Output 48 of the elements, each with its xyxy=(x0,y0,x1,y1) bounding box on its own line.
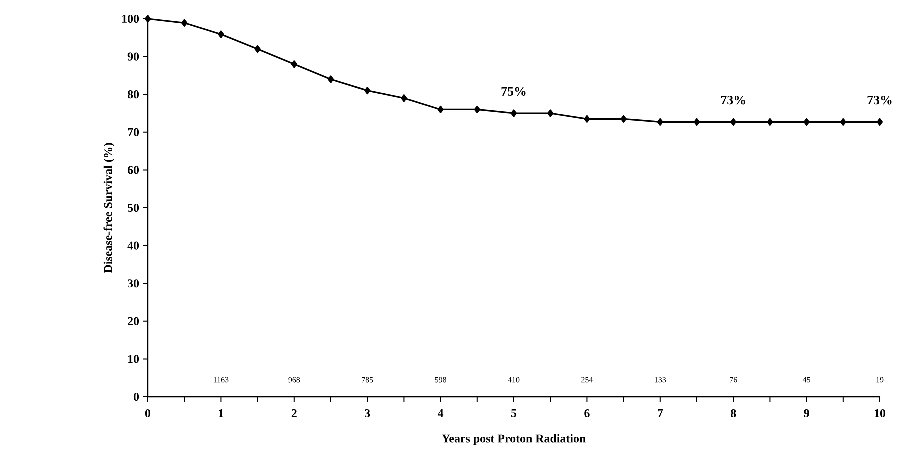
x-tick-label: 10 xyxy=(874,409,886,418)
point xyxy=(657,118,664,126)
x-tick-label: 2 xyxy=(292,409,297,418)
x-tick-label: 0 xyxy=(145,409,151,418)
point xyxy=(364,87,371,95)
y-tick-label: 70 xyxy=(128,128,140,136)
point xyxy=(584,115,590,123)
point xyxy=(548,110,554,118)
point xyxy=(182,19,188,27)
point xyxy=(694,118,700,126)
x-tick-label: 7 xyxy=(658,409,664,418)
y-tick-label: 0 xyxy=(134,392,140,402)
point xyxy=(510,110,518,118)
y-axis-title: Disease-free Survival (%) xyxy=(104,143,115,274)
point xyxy=(876,118,884,126)
y-tick-label: 100 xyxy=(122,14,140,24)
y-tick-label: 90 xyxy=(128,52,140,61)
point xyxy=(401,94,408,102)
y-tick-label: 80 xyxy=(128,90,140,99)
y-tick-label: 20 xyxy=(128,317,140,326)
x-tick-label: 3 xyxy=(365,409,370,418)
point xyxy=(767,118,774,126)
x-tick-label: 6 xyxy=(584,409,590,418)
point xyxy=(620,115,627,123)
point xyxy=(218,30,224,38)
x-tick-label: 4 xyxy=(438,409,444,418)
point xyxy=(144,15,152,23)
y-tick-label: 50 xyxy=(128,204,140,212)
x-tick-label: 9 xyxy=(804,409,810,418)
point xyxy=(804,118,810,126)
x-axis-title: Years post Proton Radiation xyxy=(442,434,586,446)
x-tick-label: 5 xyxy=(512,409,517,418)
y-tick-label: 60 xyxy=(128,166,140,174)
point xyxy=(328,76,334,84)
point xyxy=(730,118,737,126)
point xyxy=(254,45,261,54)
y-tick-label: 40 xyxy=(128,242,140,250)
annotation: 73% xyxy=(868,96,892,105)
x-tick-label: 8 xyxy=(731,409,736,418)
y-tick-label: 30 xyxy=(128,280,140,288)
point xyxy=(438,106,444,114)
x-tick-label: 1 xyxy=(219,409,224,418)
annotation: 73% xyxy=(721,96,746,105)
point xyxy=(291,60,298,68)
point xyxy=(840,118,846,126)
y-tick-label: 10 xyxy=(128,355,140,364)
point xyxy=(474,106,480,114)
annotation: 75% xyxy=(502,87,526,96)
